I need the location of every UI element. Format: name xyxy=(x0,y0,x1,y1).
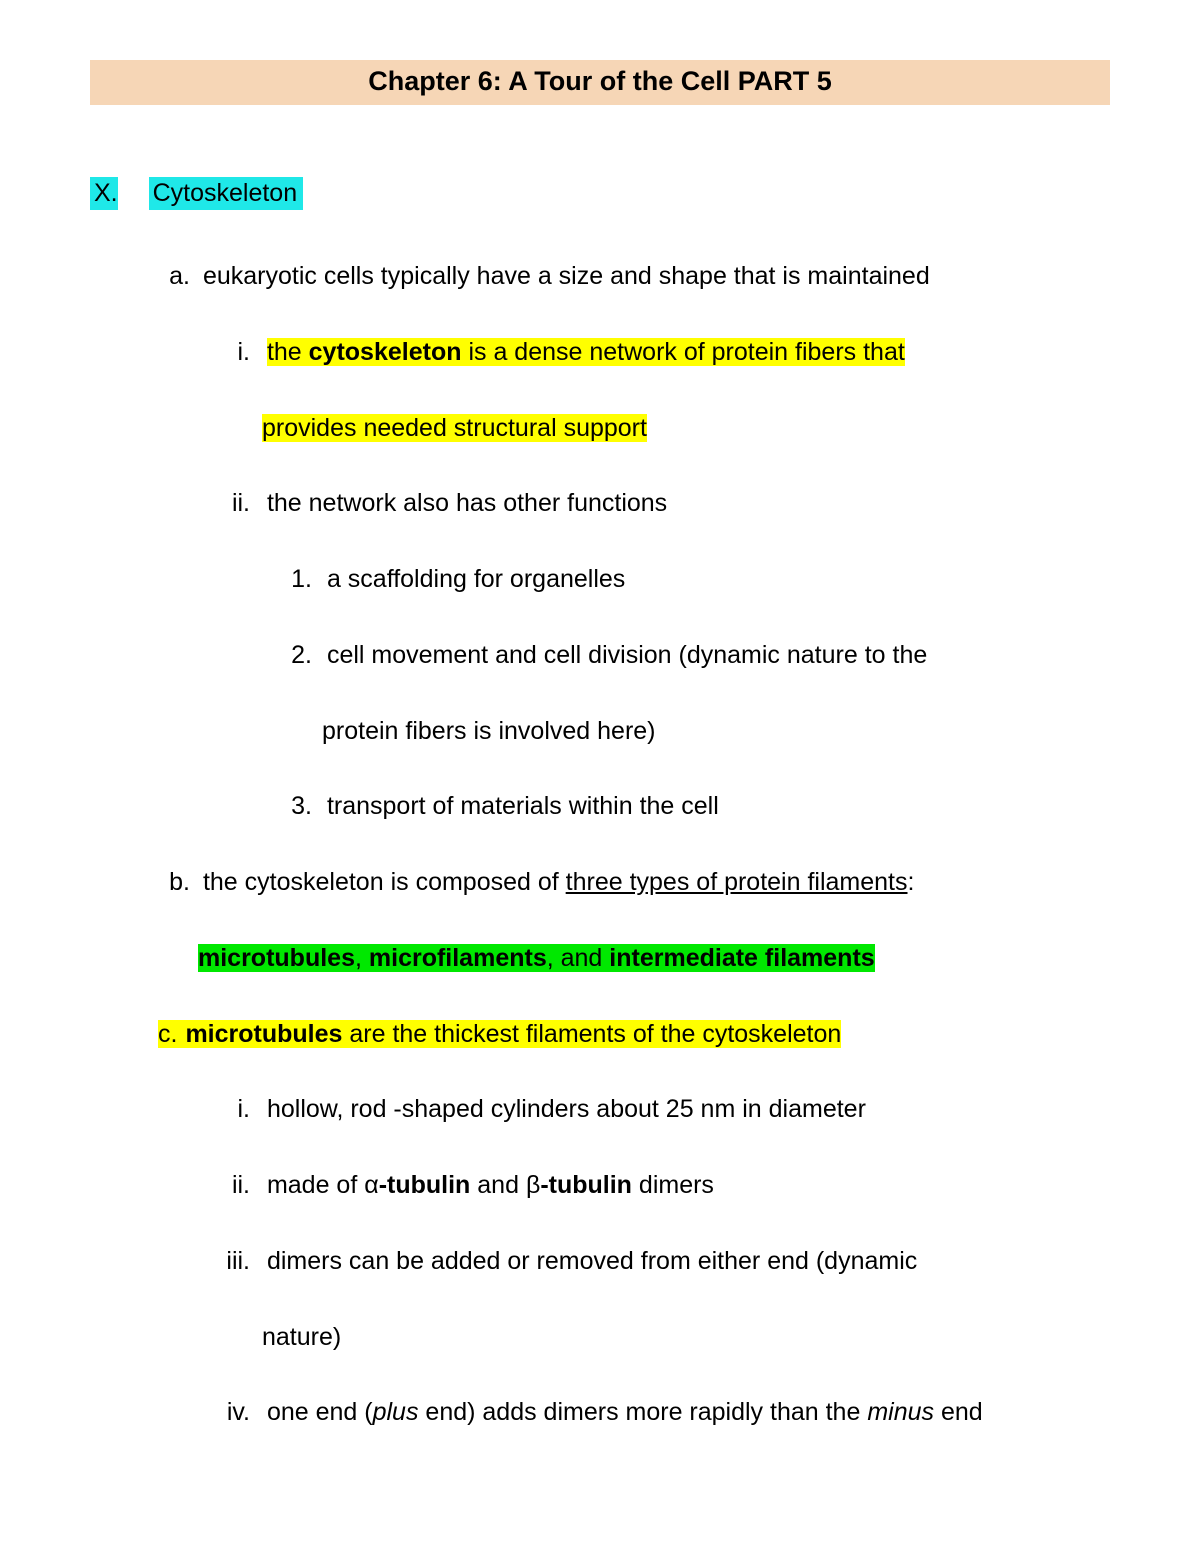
text-a-ii-2-l1: cell movement and cell division (dynamic… xyxy=(327,641,927,669)
item-a-ii-2-l2: protein fibers is involved here) xyxy=(290,715,1110,749)
c-ii-mid: and xyxy=(470,1171,526,1199)
section-name: Cytoskeleton xyxy=(149,177,304,210)
c-post: are the thickest filaments of the cytosk… xyxy=(342,1020,841,1048)
text-c-iii-l1: dimers can be added or removed from eith… xyxy=(267,1247,917,1275)
text-a: eukaryotic cells typically have a size a… xyxy=(203,262,930,290)
item-a-ii-3: 3. transport of materials within the cel… xyxy=(290,790,1110,824)
c-ii-b1: -tubulin xyxy=(379,1171,471,1199)
label-c-i: i. xyxy=(222,1093,250,1127)
b-s1: , xyxy=(355,944,369,972)
c-ii-g2: β xyxy=(526,1171,540,1199)
text-c-i: hollow, rod -shaped cylinders about 25 n… xyxy=(267,1095,866,1123)
a-i-pre: the xyxy=(267,338,309,366)
label-a: a. xyxy=(158,260,190,294)
label-c-ii: ii. xyxy=(222,1169,250,1203)
b-s3 xyxy=(758,944,765,972)
text-a-ii-2-l2: protein fibers is involved here) xyxy=(322,717,656,745)
section-header: X. Cytoskeleton xyxy=(90,177,1110,210)
a-i-post1: is a dense network of protein fibers tha… xyxy=(462,338,905,366)
c-bold: microtubules xyxy=(185,1020,342,1048)
label-c-iv: iv. xyxy=(222,1396,250,1430)
item-c: c. microtubules are the thickest filament… xyxy=(158,1018,1110,1052)
b-s2: , and xyxy=(547,944,610,972)
b-b4: filaments xyxy=(765,944,875,972)
item-a-i-line1: i. the cytoskeleton is a dense network o… xyxy=(222,336,1110,370)
item-a-ii-1: 1. a scaffolding for organelles xyxy=(290,563,1110,597)
item-b-line1: b. the cytoskeleton is composed of three… xyxy=(158,866,1110,900)
item-a-i-line2: provides needed structural support xyxy=(222,412,1110,446)
section-roman: X. xyxy=(90,177,118,210)
c-ii-pre: made of xyxy=(267,1171,364,1199)
label-a-i: i. xyxy=(222,336,250,370)
c-iv-pre: one end ( xyxy=(267,1398,373,1426)
b-b3: intermediate xyxy=(609,944,758,972)
item-a: a. eukaryotic cells typically have a siz… xyxy=(158,260,1110,294)
hl-a-i-1: the cytoskeleton is a dense network of p… xyxy=(267,338,905,366)
item-a-ii-2-l1: 2. cell movement and cell division (dyna… xyxy=(290,639,1110,673)
label-a-ii-2: 2. xyxy=(290,639,312,673)
chapter-title-bar: Chapter 6: A Tour of the Cell PART 5 xyxy=(90,60,1110,105)
item-a-ii: ii. the network also has other functions xyxy=(222,487,1110,521)
label-a-ii-3: 3. xyxy=(290,790,312,824)
label-b: b. xyxy=(158,866,190,900)
label-a-ii-1: 1. xyxy=(290,563,312,597)
c-iv-i1: plus xyxy=(373,1398,419,1426)
item-c-ii: ii. made of α-tubulin and β-tubulin dime… xyxy=(222,1169,1110,1203)
a-i-line2: provides needed structural support xyxy=(262,414,647,442)
b-pre: the cytoskeleton is composed of xyxy=(203,868,566,896)
item-c-iii-l2: nature) xyxy=(222,1321,1110,1355)
document-page: Chapter 6: A Tour of the Cell PART 5 X. … xyxy=(0,0,1200,1553)
b-b1: microtubules xyxy=(198,944,355,972)
label-c: c. xyxy=(158,1018,177,1052)
text-a-ii: the network also has other functions xyxy=(267,489,667,517)
c-iv-mid: end) adds dimers more rapidly than the xyxy=(418,1398,867,1426)
text-a-ii-1: a scaffolding for organelles xyxy=(327,565,625,593)
b-green-list: microtubules, microfilaments, and interm… xyxy=(198,944,875,972)
c-iv-post: end xyxy=(934,1398,983,1426)
b-underlined: three types of protein filaments xyxy=(566,868,908,896)
b-post: : xyxy=(908,868,915,896)
label-c-iii: iii. xyxy=(222,1245,250,1279)
item-c-iii-l1: iii. dimers can be added or removed from… xyxy=(222,1245,1110,1279)
item-c-iv: iv. one end (plus end) adds dimers more … xyxy=(222,1396,1110,1430)
c-ii-post: dimers xyxy=(632,1171,714,1199)
c-ii-g1: α xyxy=(364,1171,378,1199)
c-ii-b2: -tubulin xyxy=(540,1171,632,1199)
label-a-ii: ii. xyxy=(222,487,250,521)
chapter-title-text: Chapter 6: A Tour of the Cell PART 5 xyxy=(368,66,832,96)
text-a-ii-3: transport of materials within the cell xyxy=(327,792,719,820)
c-iv-i2: minus xyxy=(867,1398,934,1426)
item-c-i: i. hollow, rod -shaped cylinders about 2… xyxy=(222,1093,1110,1127)
a-i-bold: cytoskeleton xyxy=(309,338,462,366)
text-c-iii-l2: nature) xyxy=(262,1323,341,1351)
b-b2: microfilaments xyxy=(369,944,547,972)
c-hl: c.microtubules are the thickest filament… xyxy=(158,1020,841,1048)
item-b-line2: microtubules, microfilaments, and interm… xyxy=(158,942,1110,976)
